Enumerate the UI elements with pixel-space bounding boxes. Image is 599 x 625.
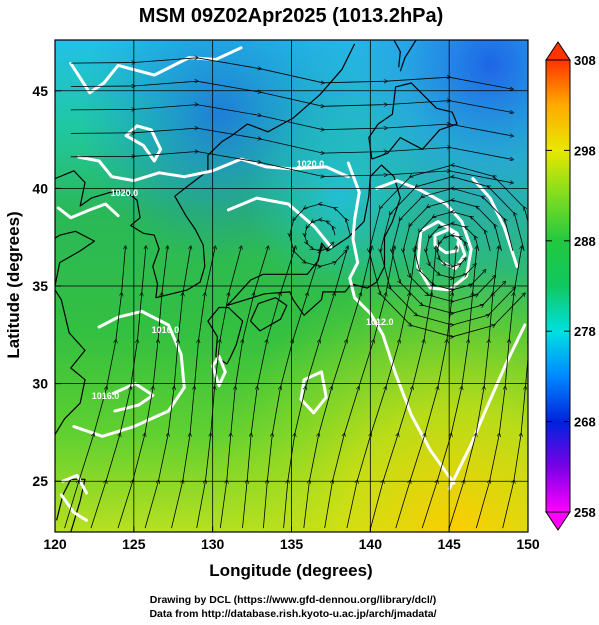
x-axis-label: Longitude (degrees) xyxy=(209,561,372,580)
contour-label: 1020.0 xyxy=(111,188,139,198)
pressure-contour xyxy=(56,202,120,220)
contour-label: 1016.0 xyxy=(92,391,120,401)
coastline-china-east xyxy=(55,289,86,435)
colorbar-extend-top xyxy=(545,41,571,61)
coastline-shandong xyxy=(55,230,95,287)
contour-label: 1012.0 xyxy=(366,317,394,327)
x-tick-label: 150 xyxy=(516,536,540,552)
y-tick-label: 35 xyxy=(32,278,48,294)
colorbar-extend-bottom xyxy=(545,511,571,531)
colorbar-tick-label: 308 xyxy=(574,53,596,68)
pressure-contour xyxy=(59,493,88,522)
colorbar-tick-label: 298 xyxy=(574,143,596,158)
contour-label: 1016.0 xyxy=(152,325,180,335)
x-tick-label: 125 xyxy=(122,536,146,552)
colorbar-tick-label: 288 xyxy=(574,234,596,249)
y-tick-label: 40 xyxy=(32,180,48,196)
map-title: MSM 09Z02Apr2025 (1013.2hPa) xyxy=(139,5,444,27)
x-tick-label: 145 xyxy=(437,536,461,552)
streamline xyxy=(369,165,528,337)
colorbar-tick-label: 278 xyxy=(574,324,596,339)
credit-line-1: Drawing by DCL (https://www.gfd-dennou.o… xyxy=(150,594,436,606)
y-tick-label: 45 xyxy=(32,83,48,99)
contour-label: 1020.0 xyxy=(297,159,325,169)
colorbar-tick-label: 268 xyxy=(574,415,596,430)
plot-area: 1020.0 1020.0 1012.0 1016.0 1016.0 120 125 130… xyxy=(32,39,540,552)
credit-line-2: Data from http://database.rish.kyoto-u.a… xyxy=(149,608,436,620)
axis-ticks: 120 125 130 135 140 145 150 25 30 35 40 45 xyxy=(32,83,539,552)
x-tick-label: 130 xyxy=(201,536,225,552)
colorbar-gradient xyxy=(545,59,571,513)
y-tick-label: 30 xyxy=(32,376,48,392)
colorbar-tick-label: 258 xyxy=(574,505,596,520)
y-tick-label: 25 xyxy=(32,473,48,489)
colorbar: 258 268 278 288 298 308 xyxy=(545,41,596,531)
contour-labels: 1020.0 1020.0 1012.0 1016.0 1016.0 xyxy=(92,159,394,401)
colorbar-ticks: 258 268 278 288 298 308 xyxy=(546,53,596,520)
x-tick-label: 135 xyxy=(280,536,304,552)
y-axis-label: Latitude (degrees) xyxy=(4,211,23,358)
lat-lon-grid xyxy=(55,40,528,532)
x-tick-label: 140 xyxy=(359,536,383,552)
x-tick-label: 120 xyxy=(43,536,67,552)
